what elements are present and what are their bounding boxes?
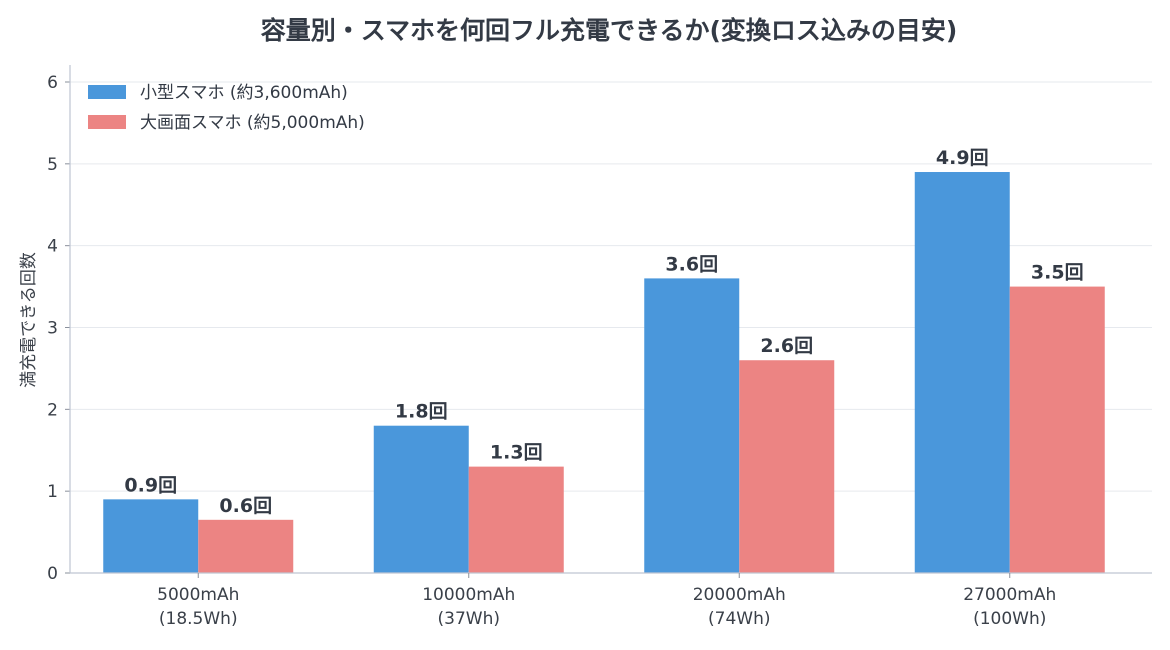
y-tick-label: 3 [47,319,58,339]
data-label: 3.6回 [665,253,718,275]
x-tick-label: 5000mAh [157,585,239,605]
bar [373,425,469,573]
data-label: 3.5回 [1031,262,1084,284]
y-tick-label: 0 [47,564,58,584]
y-axis-label: 満充電できる回数 [19,252,39,388]
bar [914,172,1010,573]
chart-title: 容量別・スマホを何回フル充電できるか(変換ロス込みの目安) [261,16,958,45]
legend-swatch [88,115,126,129]
y-tick-label: 2 [47,400,58,420]
data-label: 0.6回 [219,495,272,517]
y-tick-label: 5 [47,155,58,175]
x-tick-label: (74Wh) [708,609,770,629]
x-tick-label: (37Wh) [438,609,500,629]
legend-label: 小型スマホ (約3,600mAh) [140,83,348,103]
y-tick-labels: 0 1 2 3 4 5 6 [47,73,58,584]
legend-label: 大画面スマホ (約5,000mAh) [140,113,365,133]
bar [468,466,564,573]
data-label: 0.9回 [124,474,177,496]
bars [103,172,1105,573]
bar [103,499,199,573]
data-label: 2.6回 [760,335,813,357]
x-tick-label: 27000mAh [963,585,1056,605]
data-label: 1.8回 [395,401,448,423]
data-labels: 0.9回 0.6回 1.8回 1.3回 3.6回 2.6回 4.9回 3.5回 [124,147,1083,517]
legend-swatch [88,85,126,99]
x-tick-label: (18.5Wh) [159,609,238,629]
bar [1009,286,1105,573]
y-tick-label: 4 [47,237,58,257]
x-tick-label: (100Wh) [973,609,1046,629]
bar [198,519,294,573]
x-tick-label: 10000mAh [422,585,515,605]
axes [65,65,1152,578]
legend: 小型スマホ (約3,600mAh) 大画面スマホ (約5,000mAh) [88,83,365,133]
bar [644,278,740,573]
x-tick-label: 20000mAh [693,585,786,605]
bar [739,360,835,573]
data-label: 4.9回 [936,147,989,169]
x-tick-labels: 5000mAh (18.5Wh) 10000mAh (37Wh) 20000mAh (74… [157,585,1056,629]
y-tick-label: 6 [47,73,58,93]
data-label: 1.3回 [490,442,543,464]
y-tick-label: 1 [47,482,58,502]
